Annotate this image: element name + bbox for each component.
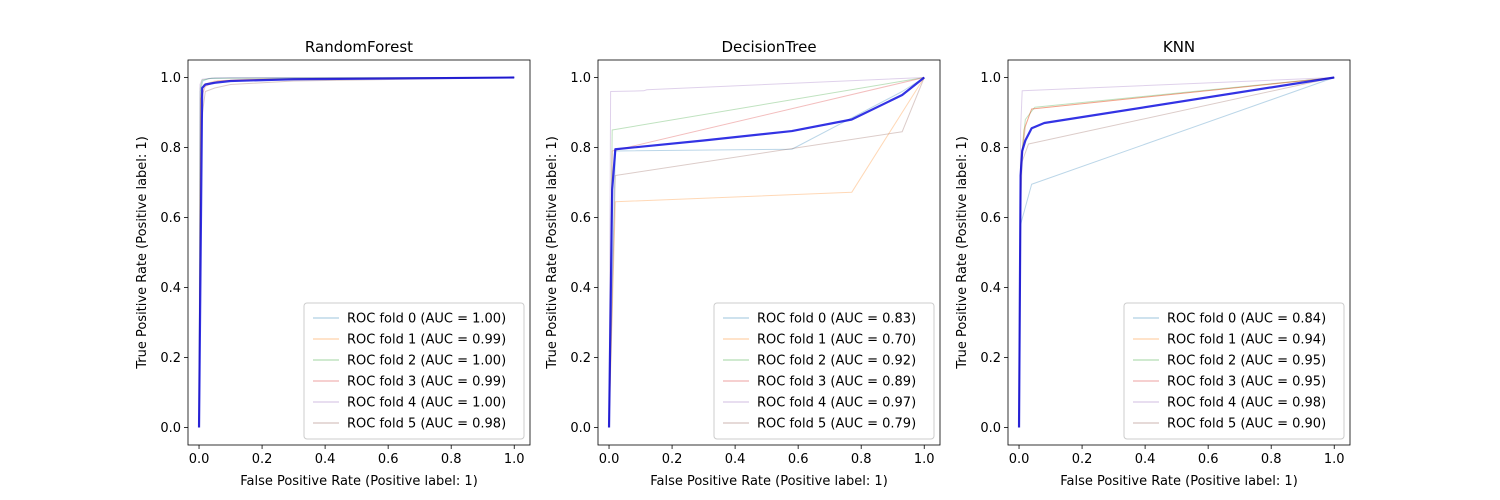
legend-entry: ROC fold 2 (AUC = 1.00) (347, 354, 506, 369)
legend-entry: ROC fold 3 (AUC = 0.89) (757, 375, 916, 390)
roc-curve-fold-0 (198, 77, 515, 428)
axes-frame (187, 59, 531, 446)
legend-box (713, 302, 935, 440)
mean-roc-curve (1017, 76, 1335, 428)
roc-curve-fold-4 (608, 77, 925, 428)
x-axis-label: False Positive Rate (Positive label: 1) (650, 474, 888, 489)
axes-frame (1007, 59, 1351, 446)
chart-title: KNN (1163, 38, 1195, 56)
mean-roc-curve (197, 76, 515, 428)
legend-entry: ROC fold 5 (AUC = 0.98) (347, 417, 506, 432)
y-tick-label: 0.6 (160, 211, 181, 226)
axes-frame (597, 59, 941, 446)
x-tick-label: 0.4 (725, 452, 746, 467)
y-axis-label: True Positive Rate (Positive label: 1) (955, 136, 970, 370)
x-tick-label: 0.2 (252, 452, 273, 467)
x-tick-label: 0.0 (599, 452, 620, 467)
roc-panel-1: 0.0 0.2 0.4 0.6 0.8 1.0 0.0 0.2 0.4 0.6 0.8 1.0 Rand… (135, 38, 531, 489)
chart-title: DecisionTree (721, 38, 816, 56)
y-tick-label: 0.4 (160, 281, 181, 296)
roc-panel-3: 0.0 0.2 0.4 0.6 0.8 1.0 0.0 0.2 0.4 0.6 0.8 1.0 KNN F… (955, 38, 1351, 489)
legend-entry: ROC fold 3 (AUC = 0.95) (1167, 375, 1326, 390)
y-tick-label: 0.0 (980, 421, 1001, 436)
x-tick-label: 0.4 (315, 452, 336, 467)
legend-entry: ROC fold 4 (AUC = 1.00) (347, 396, 506, 411)
y-tick-label: 1.0 (980, 71, 1001, 86)
y-tick-label: 0.4 (570, 281, 591, 296)
y-tick-label: 0.8 (160, 141, 181, 156)
x-tick-label: 0.6 (378, 452, 399, 467)
y-tick-label: 0.6 (980, 211, 1001, 226)
x-tick-label: 1.0 (504, 452, 525, 467)
legend: ROC fold 0 (AUC = 0.84) ROC fold 1 (AUC =… (1123, 302, 1345, 440)
x-tick-label: 0.8 (851, 452, 872, 467)
chart-title: RandomForest (305, 38, 413, 56)
y-tick-label: 0.4 (980, 281, 1001, 296)
legend-box (303, 302, 525, 440)
legend-entry: ROC fold 2 (AUC = 0.95) (1167, 354, 1326, 369)
y-tick-label: 0.6 (570, 211, 591, 226)
y-tick-label: 0.2 (160, 351, 181, 366)
legend: ROC fold 0 (AUC = 1.00) ROC fold 1 (AUC =… (303, 302, 525, 440)
legend-entry: ROC fold 1 (AUC = 0.99) (347, 333, 506, 348)
roc-curve-fold-0 (608, 77, 925, 428)
legend-entry: ROC fold 1 (AUC = 0.70) (757, 333, 916, 348)
x-tick-label: 0.6 (1198, 452, 1219, 467)
x-tick-label: 0.2 (662, 452, 683, 467)
y-tick-label: 1.0 (570, 71, 591, 86)
legend-entry: ROC fold 5 (AUC = 0.90) (1167, 417, 1326, 432)
legend-entry: ROC fold 4 (AUC = 0.97) (757, 396, 916, 411)
mean-roc-curve (607, 76, 925, 428)
roc-curve-fold-1 (608, 77, 925, 428)
legend: ROC fold 0 (AUC = 0.83) ROC fold 1 (AUC =… (713, 302, 935, 440)
legend-entry: ROC fold 0 (AUC = 0.84) (1167, 312, 1326, 327)
y-tick-label: 0.0 (570, 421, 591, 436)
roc-curve-fold-5 (608, 77, 925, 428)
roc-panel-2: 0.0 0.2 0.4 0.6 0.8 1.0 0.0 0.2 0.4 0.6 0.8 1.0 Deci… (545, 38, 941, 489)
legend-entry: ROC fold 1 (AUC = 0.94) (1167, 333, 1326, 348)
y-tick-label: 0.0 (160, 421, 181, 436)
y-axis-label: True Positive Rate (Positive label: 1) (135, 136, 150, 370)
roc-curve-fold-4 (198, 77, 515, 428)
legend-entry: ROC fold 5 (AUC = 0.79) (757, 417, 916, 432)
x-tick-label: 0.6 (788, 452, 809, 467)
legend-entry: ROC fold 2 (AUC = 0.92) (757, 354, 916, 369)
y-tick-label: 0.8 (570, 141, 591, 156)
y-axis-label: True Positive Rate (Positive label: 1) (545, 136, 560, 370)
x-tick-label: 0.4 (1135, 452, 1156, 467)
legend-entry: ROC fold 3 (AUC = 0.99) (347, 375, 506, 390)
x-tick-label: 0.0 (1009, 452, 1030, 467)
legend-entry: ROC fold 4 (AUC = 0.98) (1167, 396, 1326, 411)
x-tick-label: 1.0 (914, 452, 935, 467)
x-tick-label: 0.2 (1072, 452, 1093, 467)
x-tick-label: 0.8 (441, 452, 462, 467)
y-tick-label: 1.0 (160, 71, 181, 86)
legend-box (1123, 302, 1345, 440)
legend-entry: ROC fold 0 (AUC = 0.83) (757, 312, 916, 327)
x-tick-label: 0.0 (189, 452, 210, 467)
roc-curve-fold-2 (198, 77, 515, 428)
y-tick-label: 0.2 (570, 351, 591, 366)
y-tick-label: 0.8 (980, 141, 1001, 156)
y-tick-label: 0.2 (980, 351, 1001, 366)
x-axis-label: False Positive Rate (Positive label: 1) (1060, 474, 1298, 489)
x-tick-label: 0.8 (1261, 452, 1282, 467)
x-tick-label: 1.0 (1324, 452, 1345, 467)
x-axis-label: False Positive Rate (Positive label: 1) (240, 474, 478, 489)
legend-entry: ROC fold 0 (AUC = 1.00) (347, 312, 506, 327)
